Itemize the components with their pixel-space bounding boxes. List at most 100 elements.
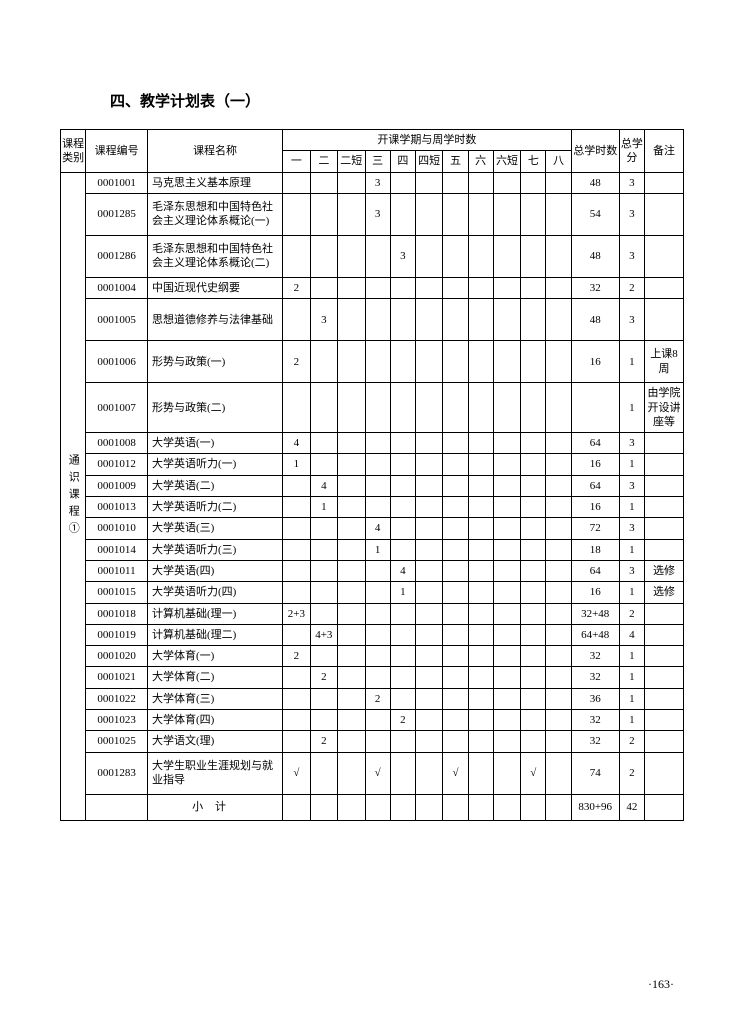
semester-cell: 4	[390, 560, 415, 581]
semester-cell	[493, 341, 520, 383]
semester-cell	[521, 475, 546, 496]
semester-cell	[415, 497, 442, 518]
th-sem1: 一	[283, 151, 310, 172]
semester-cell	[283, 710, 310, 731]
name-cell: 计算机基础(理二)	[148, 624, 283, 645]
th-sem4s: 四短	[415, 151, 442, 172]
semester-cell	[283, 667, 310, 688]
remark-cell	[644, 497, 683, 518]
semester-cell	[468, 383, 493, 433]
semester-cell	[390, 624, 415, 645]
subtotal-sem	[390, 794, 415, 820]
table-row: 0001025大学语文(理)2322	[61, 731, 684, 752]
semester-cell	[443, 497, 468, 518]
semester-cell	[310, 172, 337, 193]
semester-cell	[310, 582, 337, 603]
semester-cell	[468, 172, 493, 193]
semester-cell	[468, 731, 493, 752]
code-cell: 0001021	[86, 667, 148, 688]
credits-cell: 3	[619, 518, 644, 539]
semester-cell	[338, 560, 365, 581]
remark-cell	[644, 646, 683, 667]
credits-cell: 3	[619, 235, 644, 277]
semester-cell	[283, 731, 310, 752]
hours-cell: 48	[571, 299, 619, 341]
semester-cell	[546, 518, 571, 539]
semester-cell	[390, 539, 415, 560]
semester-cell	[415, 688, 442, 709]
subtotal-sem	[468, 794, 493, 820]
semester-cell	[546, 603, 571, 624]
semester-cell	[468, 752, 493, 794]
semester-cell	[521, 710, 546, 731]
semester-cell	[365, 475, 390, 496]
hours-cell: 64+48	[571, 624, 619, 645]
name-cell: 大学英语(一)	[148, 433, 283, 454]
name-cell: 计算机基础(理一)	[148, 603, 283, 624]
hours-cell: 48	[571, 172, 619, 193]
semester-cell	[415, 624, 442, 645]
semester-cell	[338, 539, 365, 560]
semester-cell	[521, 341, 546, 383]
semester-cell	[468, 193, 493, 235]
hours-cell: 64	[571, 475, 619, 496]
semester-cell: 2	[310, 667, 337, 688]
semester-cell	[493, 172, 520, 193]
semester-cell	[521, 539, 546, 560]
semester-cell: 3	[310, 299, 337, 341]
credits-cell: 2	[619, 731, 644, 752]
semester-cell	[546, 454, 571, 475]
semester-cell	[443, 277, 468, 298]
semester-cell	[546, 624, 571, 645]
name-cell: 大学语文(理)	[148, 731, 283, 752]
semester-cell	[310, 688, 337, 709]
semester-cell	[390, 497, 415, 518]
semester-cell	[493, 603, 520, 624]
semester-cell	[493, 731, 520, 752]
name-cell: 毛泽东思想和中国特色社会主义理论体系概论(二)	[148, 235, 283, 277]
semester-cell	[546, 497, 571, 518]
hours-cell: 32	[571, 667, 619, 688]
semester-cell	[365, 235, 390, 277]
semester-cell	[338, 454, 365, 475]
credits-cell: 3	[619, 299, 644, 341]
semester-cell	[415, 539, 442, 560]
semester-cell	[493, 582, 520, 603]
semester-cell	[521, 172, 546, 193]
semester-cell	[546, 383, 571, 433]
code-cell: 0001025	[86, 731, 148, 752]
th-sem6s: 六短	[493, 151, 520, 172]
semester-cell	[415, 752, 442, 794]
semester-cell	[310, 539, 337, 560]
remark-cell	[644, 475, 683, 496]
table-row: 0001005思想道德修养与法律基础3483	[61, 299, 684, 341]
teaching-plan-table: 课程类别 课程编号 课程名称 开课学期与周学时数 总学时数 总学分 备注 一 二…	[60, 129, 684, 821]
semester-cell: 3	[365, 193, 390, 235]
remark-cell	[644, 603, 683, 624]
table-row: 0001015大学英语听力(四)1161选修	[61, 582, 684, 603]
semester-cell	[521, 497, 546, 518]
credits-cell: 1	[619, 710, 644, 731]
semester-cell: 2+3	[283, 603, 310, 624]
semester-cell	[338, 624, 365, 645]
semester-cell	[390, 475, 415, 496]
category-cell: 通识课程①	[61, 172, 86, 820]
semester-cell: 1	[390, 582, 415, 603]
remark-cell	[644, 433, 683, 454]
code-cell: 0001015	[86, 582, 148, 603]
semester-cell	[443, 582, 468, 603]
credits-cell: 1	[619, 383, 644, 433]
semester-cell: 2	[310, 731, 337, 752]
credits-cell: 3	[619, 475, 644, 496]
semester-cell	[310, 235, 337, 277]
name-cell: 大学体育(四)	[148, 710, 283, 731]
semester-cell	[283, 560, 310, 581]
semester-cell	[283, 475, 310, 496]
semester-cell	[283, 539, 310, 560]
semester-cell	[390, 277, 415, 298]
semester-cell	[468, 341, 493, 383]
semester-cell	[468, 710, 493, 731]
credits-cell: 1	[619, 582, 644, 603]
semester-cell	[283, 172, 310, 193]
semester-cell	[338, 688, 365, 709]
